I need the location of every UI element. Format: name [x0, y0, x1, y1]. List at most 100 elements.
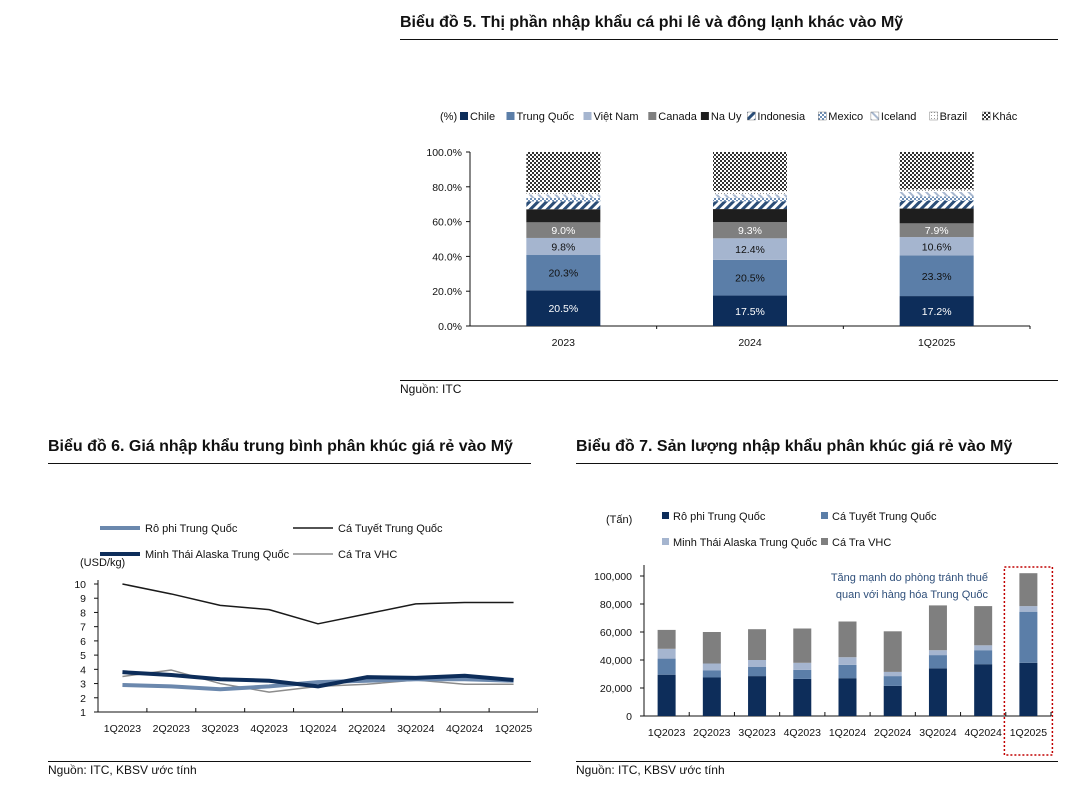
bar-segment-ca-tra-vhc	[928, 605, 947, 651]
bar-segment-minh-thai-alaska-trung-quoc	[702, 663, 721, 671]
bar-segment-chile	[899, 296, 974, 326]
data-label: 10.6%	[922, 241, 952, 253]
bar-segment-indonesia	[899, 200, 974, 209]
chart6-source-rule	[48, 761, 531, 762]
bar-segment-ca-tuyet-trung-quoc	[883, 676, 902, 686]
chart6-title-rule	[48, 463, 531, 464]
data-label: 20.5%	[735, 273, 765, 285]
legend-swatch-canada	[648, 112, 657, 120]
bar-segment-chile	[713, 295, 787, 326]
legend-label-ca-tuyet-trung-quoc: Cá Tuyết Trung Quốc	[832, 511, 937, 523]
data-label: 9.8%	[551, 241, 575, 253]
chart7-svg: (Tấn) Rô phi Trung Quốc Cá Tuyết Trung Quố…	[594, 511, 1054, 756]
chart6-svg: Rô phi Trung Quốc Cá Tuyết Trung Quốc Minh…	[74, 523, 538, 735]
legend-label-minh-thai-alaska-trung-quoc: Minh Thái Alaska Trung Quốc	[145, 549, 290, 561]
chart5-source: Nguồn: ITC	[400, 382, 462, 396]
bar-segment-trung-quoc	[899, 255, 974, 297]
legend-swatch-trung-quoc	[506, 112, 515, 120]
y-tick-label: 0	[626, 711, 632, 723]
y-tick-label: 4	[80, 664, 86, 676]
chart7-source-rule	[576, 761, 1058, 762]
data-label: 17.2%	[922, 306, 952, 318]
y-tick-label: 20,000	[600, 683, 632, 695]
bar-segment-viet-nam	[526, 237, 601, 256]
bar-segment-na-uy	[526, 209, 601, 223]
legend-swatch-iceland	[870, 111, 880, 121]
bar-segment-mexico	[899, 196, 974, 201]
legend-label-ca-tuyet-trung-quoc: Cá Tuyết Trung Quốc	[338, 523, 443, 535]
bar-segment-ca-tuyet-trung-quoc	[793, 669, 812, 679]
bar-segment-minh-thai-alaska-trung-quoc	[974, 645, 993, 651]
y-axis-unit-label: (Tấn)	[606, 514, 632, 526]
y-tick-label: 1	[80, 707, 86, 719]
x-tick-label: 3Q2023	[738, 727, 776, 739]
bar-segment-viet-nam	[713, 238, 787, 260]
bar-segment-ca-tra-vhc	[883, 631, 902, 672]
y-tick-label: 20.0%	[432, 286, 462, 298]
legend-label-minh-thai-alaska-trung-quoc: Minh Thái Alaska Trung Quốc	[673, 537, 818, 549]
bar-segment-brazil	[899, 189, 974, 193]
bar-segment-ro-phi-trung-quoc	[702, 677, 721, 716]
legend-swatch-ca-tra-vhc	[821, 538, 828, 545]
x-tick-label: 4Q2024	[964, 727, 1002, 739]
legend-swatch-ro-phi-trung-quoc	[662, 512, 669, 519]
data-label: 7.9%	[925, 225, 949, 237]
y-tick-label: 60,000	[600, 627, 632, 639]
bar-segment-canada	[899, 223, 974, 238]
bar-segment-ca-tuyet-trung-quoc	[1019, 611, 1038, 663]
x-tick-label: 4Q2023	[250, 723, 288, 735]
chart7-title: Biểu đồ 7. Sản lượng nhập khẩu phân khúc…	[576, 438, 1013, 455]
y-tick-label: 7	[80, 622, 86, 634]
legend-swatch-na-uy	[700, 112, 709, 120]
x-tick-label: 1Q2025	[495, 723, 533, 735]
y-tick-label: 80.0%	[432, 182, 462, 194]
bar-segment-viet-nam	[899, 237, 974, 256]
y-tick-label: 5	[80, 650, 86, 662]
bar-segment-ro-phi-trung-quoc	[928, 668, 947, 716]
legend-label-chile: Chile	[470, 111, 495, 123]
y-tick-label: 100,000	[594, 571, 632, 583]
legend-label-iceland: Iceland	[881, 111, 916, 123]
legend-label-viet-nam: Việt Nam	[594, 111, 639, 123]
legend-swatch-ca-tuyet-trung-quoc	[821, 512, 828, 519]
bar-segment-ca-tuyet-trung-quoc	[838, 664, 857, 679]
bar-segment-chile	[526, 290, 601, 326]
y-tick-label: 6	[80, 636, 86, 648]
x-tick-label: 1Q2023	[648, 727, 686, 739]
data-label: 12.4%	[735, 244, 765, 256]
y-tick-label: 40.0%	[432, 251, 462, 263]
x-tick-label: 3Q2024	[397, 723, 435, 735]
bar-segment-khac	[526, 152, 601, 193]
x-tick-label: 1Q2024	[299, 723, 337, 735]
bar-segment-ca-tra-vhc	[1019, 573, 1038, 607]
bar-segment-trung-quoc	[713, 259, 787, 296]
legend-swatch-chile	[460, 112, 468, 120]
bar-segment-ca-tuyet-trung-quoc	[748, 667, 767, 677]
x-tick-label: 1Q2025	[1010, 727, 1048, 739]
annotation-line-1: Tăng mạnh do phòng tránh thuế	[831, 572, 988, 584]
x-tick-label: 2024	[738, 337, 762, 349]
y-tick-label: 100.0%	[426, 147, 462, 159]
bar-segment-ro-phi-trung-quoc	[883, 685, 902, 716]
bar-segment-ro-phi-trung-quoc	[1019, 662, 1038, 716]
data-label: 20.5%	[548, 303, 578, 315]
bar-segment-iceland	[526, 194, 601, 198]
chart7-title-rule	[576, 463, 1058, 464]
y-tick-label: 8	[80, 607, 86, 619]
bar-segment-ca-tra-vhc	[838, 621, 857, 658]
x-tick-label: 3Q2024	[919, 727, 957, 739]
bar-segment-minh-thai-alaska-trung-quoc	[838, 657, 857, 665]
series-line-minh-thai-alaska-trung-quoc	[122, 670, 514, 689]
legend-swatch-viet-nam	[583, 112, 592, 120]
chart5-svg: (%) Chile Trung Quốc Việt Nam Canada Na Uy Ind…	[426, 111, 1031, 349]
series-line-ro-phi-trung-quoc	[122, 677, 514, 692]
y-tick-label: 10	[74, 579, 86, 591]
bar-segment-indonesia	[526, 201, 601, 210]
data-label: 17.5%	[735, 306, 765, 318]
bar-segment-ca-tuyet-trung-quoc	[928, 655, 947, 669]
bar-segment-trung-quoc	[526, 255, 601, 291]
bar-segment-na-uy	[899, 208, 974, 224]
bar-segment-minh-thai-alaska-trung-quoc	[883, 671, 902, 677]
x-tick-label: 1Q2024	[829, 727, 867, 739]
y-tick-label: 60.0%	[432, 217, 462, 229]
